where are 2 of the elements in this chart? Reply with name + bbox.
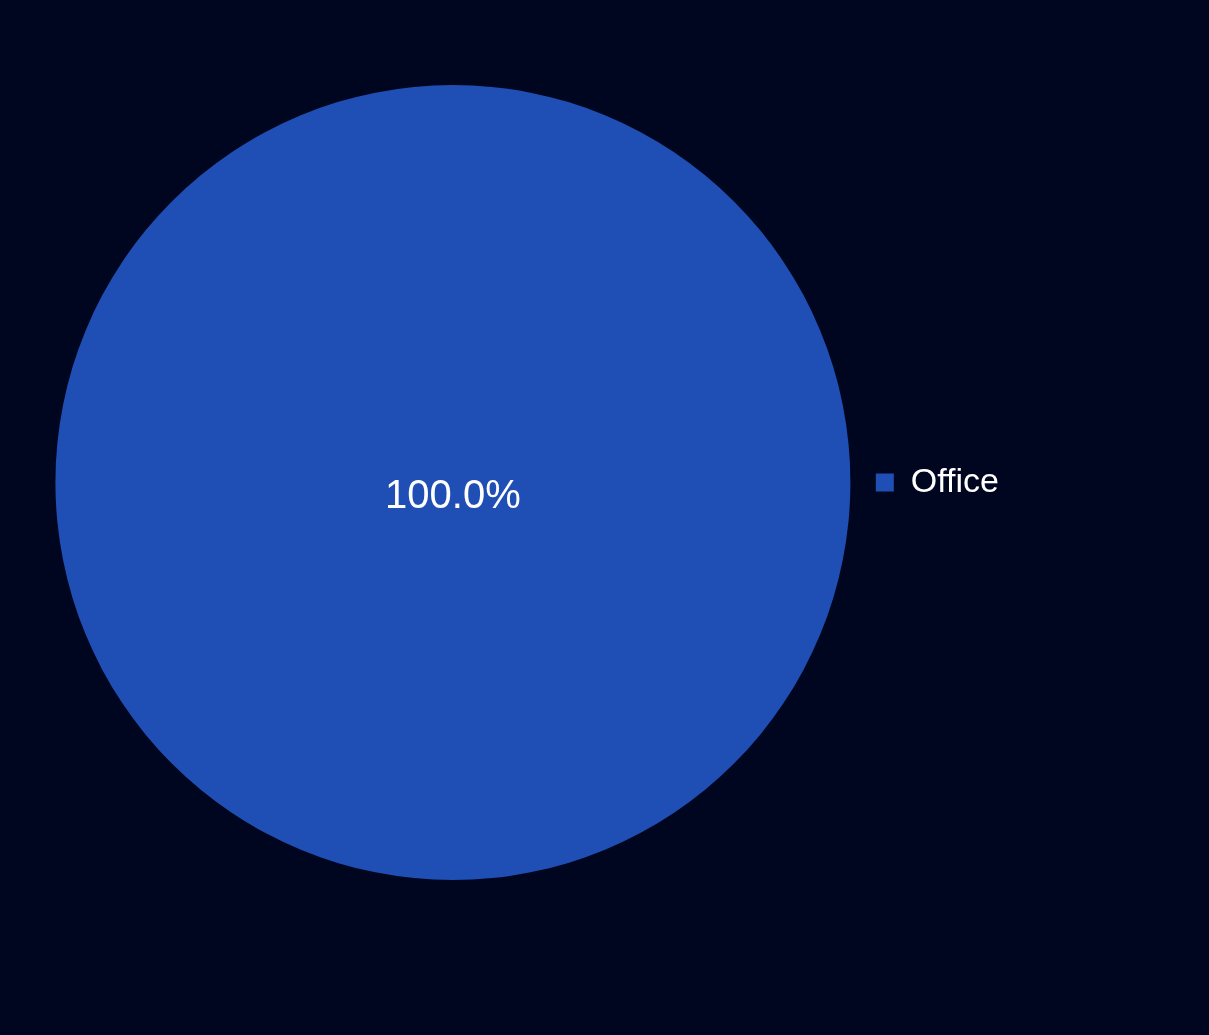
legend-label: Office [910,460,999,499]
data-label: 100.0% [385,471,521,516]
